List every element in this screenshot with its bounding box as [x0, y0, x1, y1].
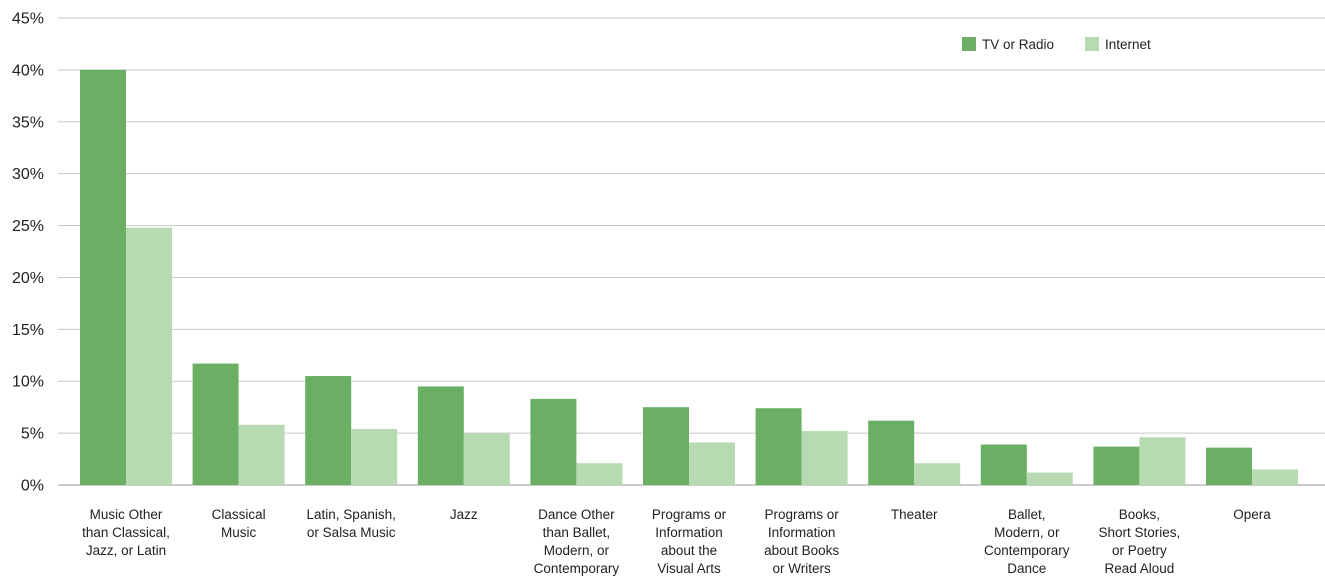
bars — [80, 69, 1298, 485]
bar-tv-or-radio — [1206, 447, 1252, 485]
x-axis-category-labels: Music Other than Classical, Jazz, or Latin… — [82, 507, 1271, 576]
x-category-label: Music Other than Classical, Jazz, or Latin — [82, 507, 170, 558]
y-tick-label: 25% — [12, 218, 44, 235]
bar-tv-or-radio — [868, 420, 915, 485]
y-tick-label: 40% — [12, 62, 44, 79]
y-axis-tick-labels: 0% 5% 10% 15% 20% 25% 30% 35% 40% 45% — [12, 11, 44, 495]
y-tick-label: 45% — [12, 11, 44, 28]
y-tick-label: 10% — [12, 374, 44, 391]
bar-tv-or-radio — [755, 408, 802, 485]
bar-tv-or-radio — [305, 376, 352, 485]
y-tick-label: 15% — [12, 322, 44, 339]
bar-tv-or-radio — [1093, 446, 1140, 485]
bar-tv-or-radio — [192, 363, 239, 485]
gridlines — [58, 17, 1325, 486]
legend-swatch — [1085, 37, 1099, 51]
bar-internet — [1252, 469, 1298, 485]
bar-tv-or-radio — [980, 444, 1027, 485]
bar-tv-or-radio — [643, 407, 689, 485]
y-tick-label: 0% — [21, 478, 44, 495]
legend-label: TV or Radio — [982, 37, 1054, 52]
x-category-label: Opera — [1233, 507, 1271, 522]
x-category-label: Programs or Information about Books or Writ… — [764, 507, 839, 576]
y-tick-label: 30% — [12, 166, 44, 183]
x-category-label: Theater — [891, 507, 938, 522]
x-category-label: Dance Other than Ballet, Modern, or Contemp… — [534, 507, 620, 576]
bar-internet — [689, 442, 735, 485]
bar-internet — [801, 431, 848, 485]
x-category-label: Programs or Information about the Visual Ar… — [652, 507, 727, 576]
legend: TV or Radio Internet — [962, 37, 1151, 52]
bar-internet — [1139, 437, 1186, 485]
x-category-label: Books, Short Stories, or Poetry Read Aloud — [1099, 507, 1181, 576]
x-category-label: Ballet, Modern, or Contemporary Dance — [984, 507, 1070, 576]
bar-internet — [463, 433, 510, 485]
bar-internet — [238, 424, 285, 485]
legend-label: Internet — [1105, 37, 1151, 52]
bar-internet — [126, 227, 172, 485]
bar-tv-or-radio — [80, 69, 126, 485]
bar-tv-or-radio — [417, 386, 464, 485]
y-tick-label: 35% — [12, 114, 44, 131]
bar-internet — [1026, 472, 1073, 485]
bar-internet — [576, 463, 623, 485]
x-category-label: Latin, Spanish, or Salsa Music — [307, 507, 396, 540]
bar-tv-or-radio — [530, 398, 577, 485]
bar-internet — [914, 463, 961, 485]
bar-internet — [351, 428, 398, 485]
legend-swatch — [962, 37, 976, 51]
y-tick-label: 20% — [12, 270, 44, 287]
x-category-label: Classical Music — [212, 507, 266, 540]
x-category-label: Jazz — [450, 507, 478, 522]
y-tick-label: 5% — [21, 426, 44, 443]
